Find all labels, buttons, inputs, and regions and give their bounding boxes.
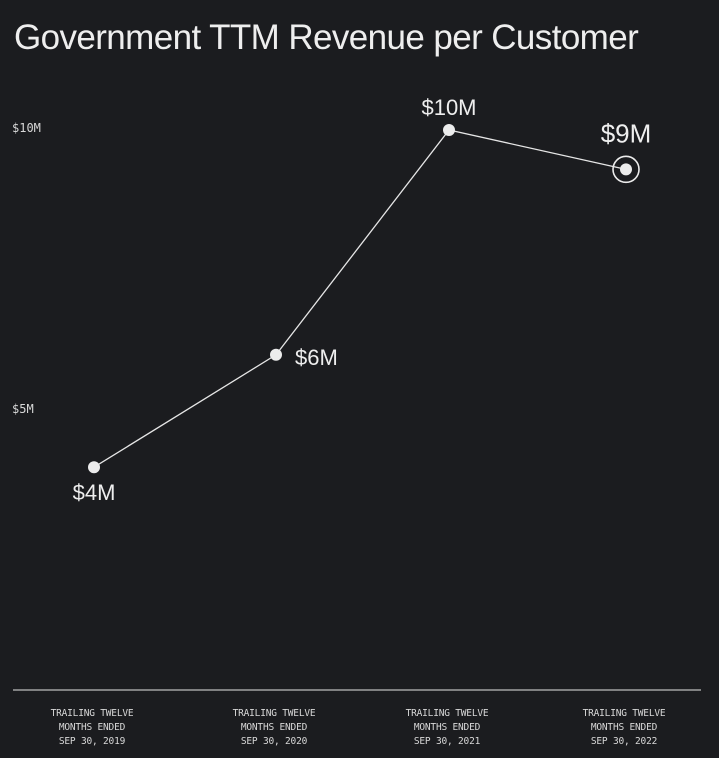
x-tick-label: SEP 30, 2022 [591,736,657,747]
x-tick-label: TRAILING TWELVE [406,708,489,719]
x-tick-label: MONTHS ENDED [241,722,308,733]
data-points: $4M $6M $10M $9M [73,95,652,505]
data-label: $6M [295,345,338,370]
x-tick-label: MONTHS ENDED [414,722,481,733]
x-tick-label: SEP 30, 2020 [241,736,308,747]
data-point [88,461,100,474]
y-tick-label: $5M [12,402,34,416]
highlight-ring [612,155,640,184]
x-tick-label: TRAILING TWELVE [233,708,316,719]
series-line [93,129,627,468]
y-axis-ticks: $10M $5M [12,121,41,416]
data-point [443,124,455,136]
x-axis-ticks: TRAILING TWELVE MONTHS ENDED SEP 30, 2019 T… [51,708,666,747]
data-label: $10M [421,95,476,120]
chart-title: Government TTM Revenue per Customer [14,18,639,57]
data-label: $4M [73,480,116,505]
data-point [620,163,632,176]
data-label: $9M [601,118,652,148]
x-tick-label: TRAILING TWELVE [583,708,666,719]
x-tick-label: MONTHS ENDED [59,722,126,733]
x-tick-label: SEP 30, 2019 [59,736,126,747]
x-tick-label: TRAILING TWELVE [51,708,134,719]
x-tick-label: MONTHS ENDED [591,722,658,733]
y-tick-label: $10M [12,121,41,135]
x-tick-label: SEP 30, 2021 [414,736,481,747]
data-point [270,348,282,361]
